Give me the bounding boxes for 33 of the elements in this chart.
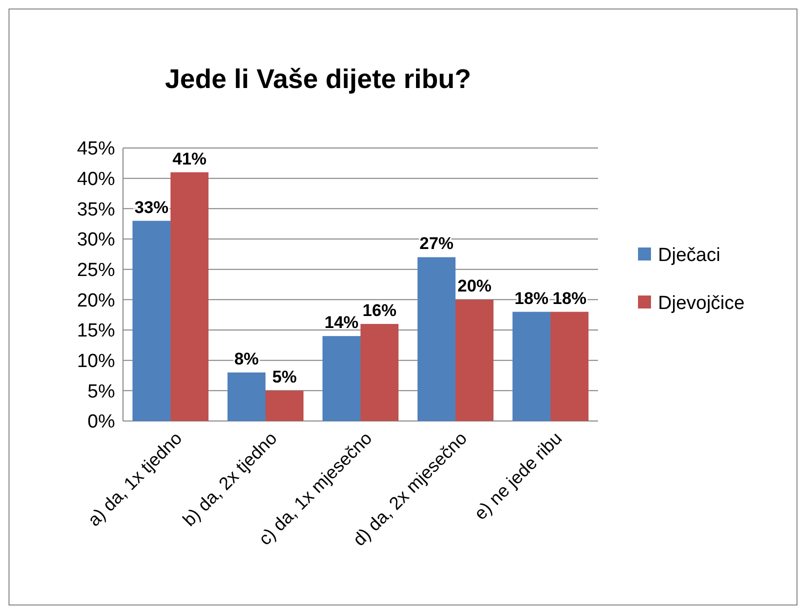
data-label: 14% — [324, 313, 359, 332]
y-tick-label: 30% — [76, 230, 116, 251]
bar — [132, 220, 170, 421]
data-label: 18% — [552, 288, 587, 308]
bar — [512, 312, 550, 421]
y-tick-label: 5% — [88, 381, 116, 402]
bar — [322, 336, 360, 421]
y-tick-label: 25% — [76, 260, 116, 281]
bar — [266, 390, 304, 421]
chart-title: Jede li Vaše dijete ribu? — [164, 64, 472, 94]
y-tick-label: 35% — [76, 199, 116, 220]
data-label: 41% — [172, 149, 207, 168]
bar — [456, 300, 494, 421]
bar — [170, 172, 208, 421]
y-tick-label: 20% — [76, 290, 116, 312]
bar — [550, 312, 588, 421]
y-tick-label: 10% — [76, 350, 116, 372]
data-label: 33% — [134, 198, 169, 217]
y-tick-label: 15% — [76, 320, 116, 342]
legend-label: Djevojčice — [658, 293, 745, 314]
data-label: 5% — [272, 368, 297, 387]
data-label: 16% — [362, 300, 397, 320]
bar — [418, 257, 456, 421]
data-label: 8% — [234, 349, 259, 368]
y-tick-label: 0% — [88, 412, 116, 433]
data-label: 18% — [514, 288, 549, 308]
y-tick-label: 40% — [76, 168, 116, 190]
legend-label: Dječaci — [658, 245, 720, 266]
bar — [360, 324, 398, 421]
y-tick-label: 45% — [76, 138, 116, 160]
data-label: 27% — [419, 234, 454, 254]
data-label: 20% — [457, 276, 492, 296]
bar — [228, 372, 266, 421]
